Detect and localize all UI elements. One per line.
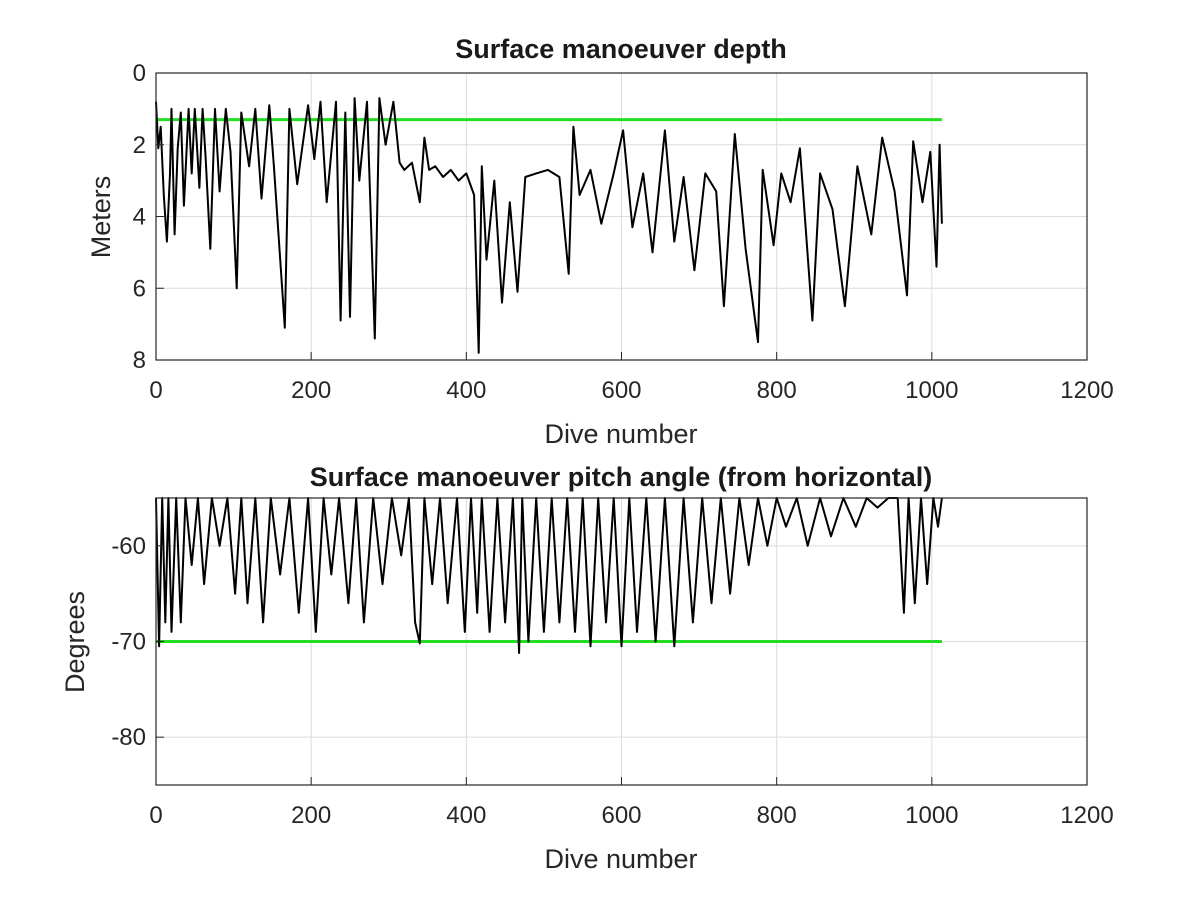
pitch-chart-x-tick-label: 600 [601,802,641,829]
depth-chart-y-tick-label: 0 [133,60,146,87]
pitch-chart-x-tick-label: 200 [291,802,331,829]
pitch-chart-title: Surface manoeuver pitch angle (from hori… [310,462,933,492]
depth-chart-x-axis-label: Dive number [544,419,697,449]
pitch-chart-x-axis-label: Dive number [544,844,697,874]
depth-chart-x-tick-label: 600 [601,377,641,404]
depth-chart-x-tick-label: 400 [446,377,486,404]
pitch-chart-y-tick-label: -70 [111,629,146,656]
pitch-chart-ticks: 0 200 400 600 800 1000 1200 -60 -70 -80 [111,533,1113,829]
depth-chart-series [155,97,943,354]
pitch-chart-x-tick-label: 1000 [905,802,958,829]
depth-chart-ticks: 0 200 400 600 800 1000 1200 0 2 4 6 8 [133,60,1114,404]
depth-chart-x-tick-label: 800 [757,377,797,404]
pitch-chart-y-tick-label: -80 [111,724,146,751]
depth-chart-x-tick-label: 200 [291,377,331,404]
depth-chart: Surface manoeuver depth 0 200 400 600 800 100… [86,34,1114,449]
pitch-chart: Surface manoeuver pitch angle (from hori… [60,462,1114,874]
pitch-chart-x-tick-label: 0 [149,802,162,829]
pitch-chart-x-tick-label: 800 [757,802,797,829]
pitch-chart-x-tick-label: 1200 [1060,802,1113,829]
depth-chart-y-tick-label: 6 [133,275,146,302]
depth-chart-x-tick-label: 1200 [1060,377,1113,404]
depth-chart-x-tick-label: 0 [149,377,162,404]
depth-chart-y-tick-label: 4 [133,204,146,231]
depth-chart-y-tick-label: 8 [133,347,146,374]
depth-chart-y-axis-label: Meters [86,176,116,259]
depth-chart-series-line [155,97,943,354]
pitch-chart-y-tick-label: -60 [111,533,146,560]
pitch-chart-y-axis-label: Degrees [60,591,90,693]
pitch-chart-x-tick-label: 400 [446,802,486,829]
depth-chart-x-tick-label: 1000 [905,377,958,404]
depth-chart-title: Surface manoeuver depth [455,34,787,64]
depth-chart-y-tick-label: 2 [133,132,146,159]
